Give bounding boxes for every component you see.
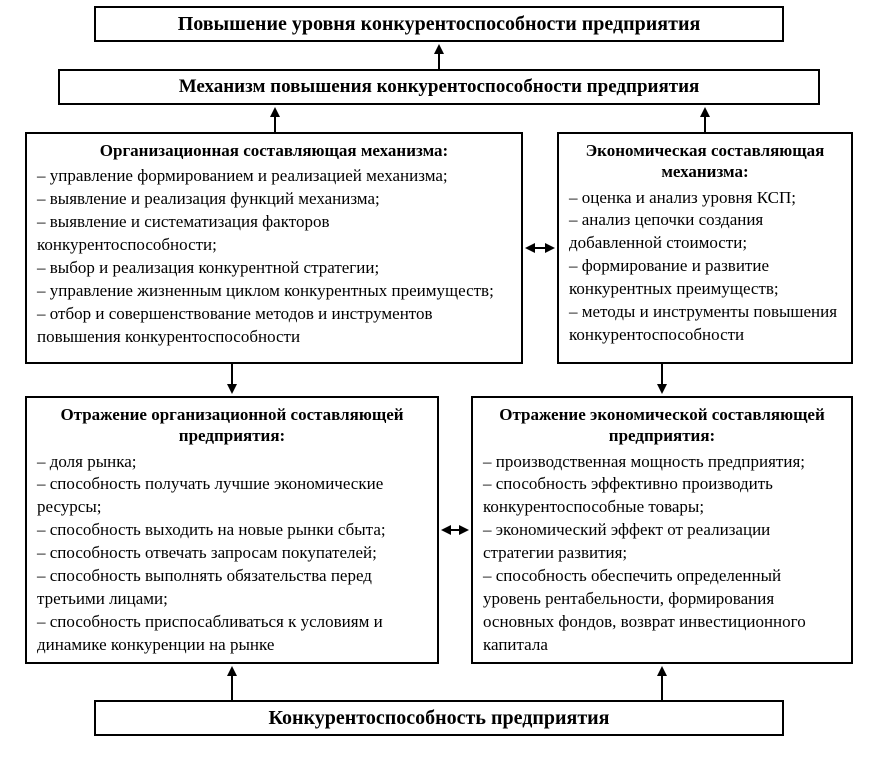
org-refl-item: – способность приспосабливаться к услови… bbox=[37, 611, 427, 657]
bottom-title-text: Конкурентоспособность предприятия bbox=[269, 705, 610, 731]
econ-refl-item: – производственная мощность предприятия; bbox=[483, 451, 841, 474]
box-econ-mechanism: Экономическая составляющая механизма: – … bbox=[557, 132, 853, 364]
econ-mech-item: – анализ цепочки создания добавленной ст… bbox=[569, 209, 841, 255]
econ-refl-item: – способность эффективно производить кон… bbox=[483, 473, 841, 519]
mechanism-title-text: Механизм повышения конкурентоспособности… bbox=[179, 75, 700, 100]
econ-refl-title: Отражение экономической составляющей пре… bbox=[483, 404, 841, 447]
org-mech-title: Организационная составляющая механизма: bbox=[37, 140, 511, 161]
econ-mech-item: – формирование и развитие конкурентных п… bbox=[569, 255, 841, 301]
econ-refl-bullets: – производственная мощность предприятия;… bbox=[483, 451, 841, 657]
org-mech-item: – управление жизненным циклом конкурентн… bbox=[37, 280, 511, 303]
econ-mech-item: – оценка и анализ уровня КСП; bbox=[569, 187, 841, 210]
org-mech-item: – выбор и реализация конкурентной страте… bbox=[37, 257, 511, 280]
org-refl-item: – способность выходить на новые рынки сб… bbox=[37, 519, 427, 542]
org-mech-item: – управление формированием и реализацией… bbox=[37, 165, 511, 188]
box-org-reflection: Отражение организационной составляющей п… bbox=[25, 396, 439, 664]
box-top-title: Повышение уровня конкурентоспособности п… bbox=[94, 6, 784, 42]
org-refl-bullets: – доля рынка; – способность получать луч… bbox=[37, 451, 427, 657]
econ-mech-item: – методы и инструменты повышения конкуре… bbox=[569, 301, 841, 347]
org-mech-item: – выявление и систематизация факторов ко… bbox=[37, 211, 511, 257]
org-refl-title: Отражение организационной составляющей п… bbox=[37, 404, 427, 447]
econ-mech-bullets: – оценка и анализ уровня КСП; – анализ ц… bbox=[569, 187, 841, 348]
org-refl-item: – способность отвечать запросам покупате… bbox=[37, 542, 427, 565]
org-refl-item: – доля рынка; bbox=[37, 451, 427, 474]
box-econ-reflection: Отражение экономической составляющей пре… bbox=[471, 396, 853, 664]
org-mech-item: – отбор и совершенствование методов и ин… bbox=[37, 303, 511, 349]
org-mech-bullets: – управление формированием и реализацией… bbox=[37, 165, 511, 349]
econ-refl-item: – экономический эффект от реализации стр… bbox=[483, 519, 841, 565]
box-org-mechanism: Организационная составляющая механизма: … bbox=[25, 132, 523, 364]
econ-mech-title: Экономическая составляющая механизма: bbox=[569, 140, 841, 183]
org-refl-item: – способность получать лучшие экономичес… bbox=[37, 473, 427, 519]
org-mech-item: – выявление и реализация функций механиз… bbox=[37, 188, 511, 211]
org-refl-item: – способность выполнять обязательства пе… bbox=[37, 565, 427, 611]
top-title-text: Повышение уровня конкурентоспособности п… bbox=[178, 11, 701, 37]
box-mechanism: Механизм повышения конкурентоспособности… bbox=[58, 69, 820, 105]
econ-refl-item: – способность обеспечить определенный ур… bbox=[483, 565, 841, 657]
box-bottom-title: Конкурентоспособность предприятия bbox=[94, 700, 784, 736]
